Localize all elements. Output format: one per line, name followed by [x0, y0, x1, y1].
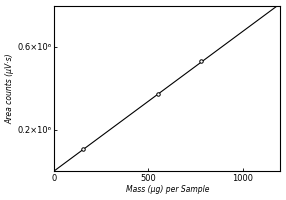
- X-axis label: Mass (μg) per Sample: Mass (μg) per Sample: [126, 185, 209, 194]
- Y-axis label: Area counts (μV·s): Area counts (μV·s): [5, 53, 15, 124]
